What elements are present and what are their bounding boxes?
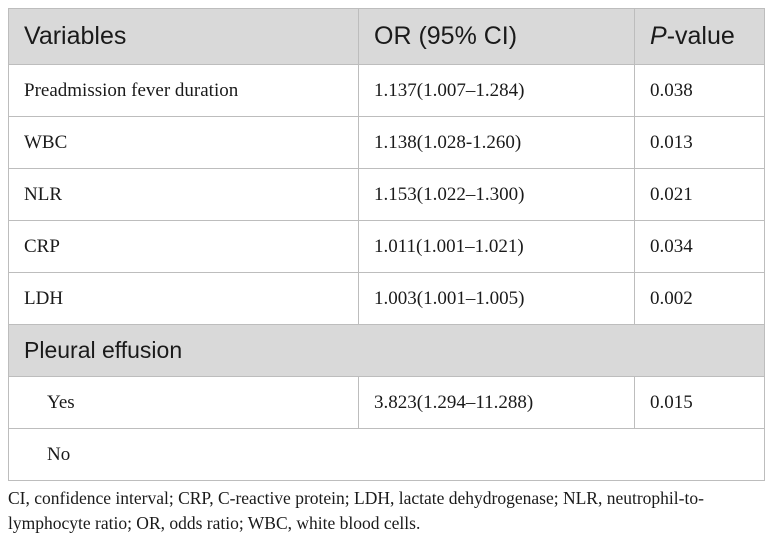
cell-p: 0.021 (634, 168, 765, 221)
table-row: CRP 1.011(1.001–1.021) 0.034 (8, 220, 765, 273)
cell-variable: WBC (8, 116, 359, 169)
header-or: OR (95% CI) (358, 8, 635, 65)
results-table: Variables OR (95% CI) P-value Preadmissi… (8, 8, 765, 481)
cell-variable: NLR (8, 168, 359, 221)
table-row: NLR 1.153(1.022–1.300) 0.021 (8, 168, 765, 221)
cell-or: 1.003(1.001–1.005) (358, 272, 635, 325)
table-row: No (8, 428, 765, 481)
cell-variable: No (8, 428, 765, 481)
results-table-container: Variables OR (95% CI) P-value Preadmissi… (8, 8, 765, 481)
cell-variable: Preadmission fever duration (8, 64, 359, 117)
cell-or: 3.823(1.294–11.288) (358, 376, 635, 429)
cell-p: 0.038 (634, 64, 765, 117)
table-row: Yes 3.823(1.294–11.288) 0.015 (8, 376, 765, 429)
cell-or: 1.153(1.022–1.300) (358, 168, 635, 221)
header-variables: Variables (8, 8, 359, 65)
table-row: Preadmission fever duration 1.137(1.007–… (8, 64, 765, 117)
cell-variable: Yes (8, 376, 359, 429)
group-header-row: Pleural effusion (8, 324, 765, 377)
cell-or: 1.137(1.007–1.284) (358, 64, 635, 117)
table-footnote: CI, confidence interval; CRP, C-reactive… (8, 488, 704, 533)
header-p-suffix: -value (666, 22, 735, 50)
cell-p: 0.013 (634, 116, 765, 169)
header-p-value: P-value (634, 8, 765, 65)
cell-variable: LDH (8, 272, 359, 325)
group-label: Pleural effusion (8, 324, 765, 377)
table-row: LDH 1.003(1.001–1.005) 0.002 (8, 272, 765, 325)
cell-p: 0.015 (634, 376, 765, 429)
header-p-italic: P (650, 22, 667, 50)
cell-p: 0.034 (634, 220, 765, 273)
table-header-row: Variables OR (95% CI) P-value (8, 8, 765, 65)
cell-variable: CRP (8, 220, 359, 273)
cell-p: 0.002 (634, 272, 765, 325)
cell-or: 1.138(1.028-1.260) (358, 116, 635, 169)
table-row: WBC 1.138(1.028-1.260) 0.013 (8, 116, 765, 169)
cell-or: 1.011(1.001–1.021) (358, 220, 635, 273)
